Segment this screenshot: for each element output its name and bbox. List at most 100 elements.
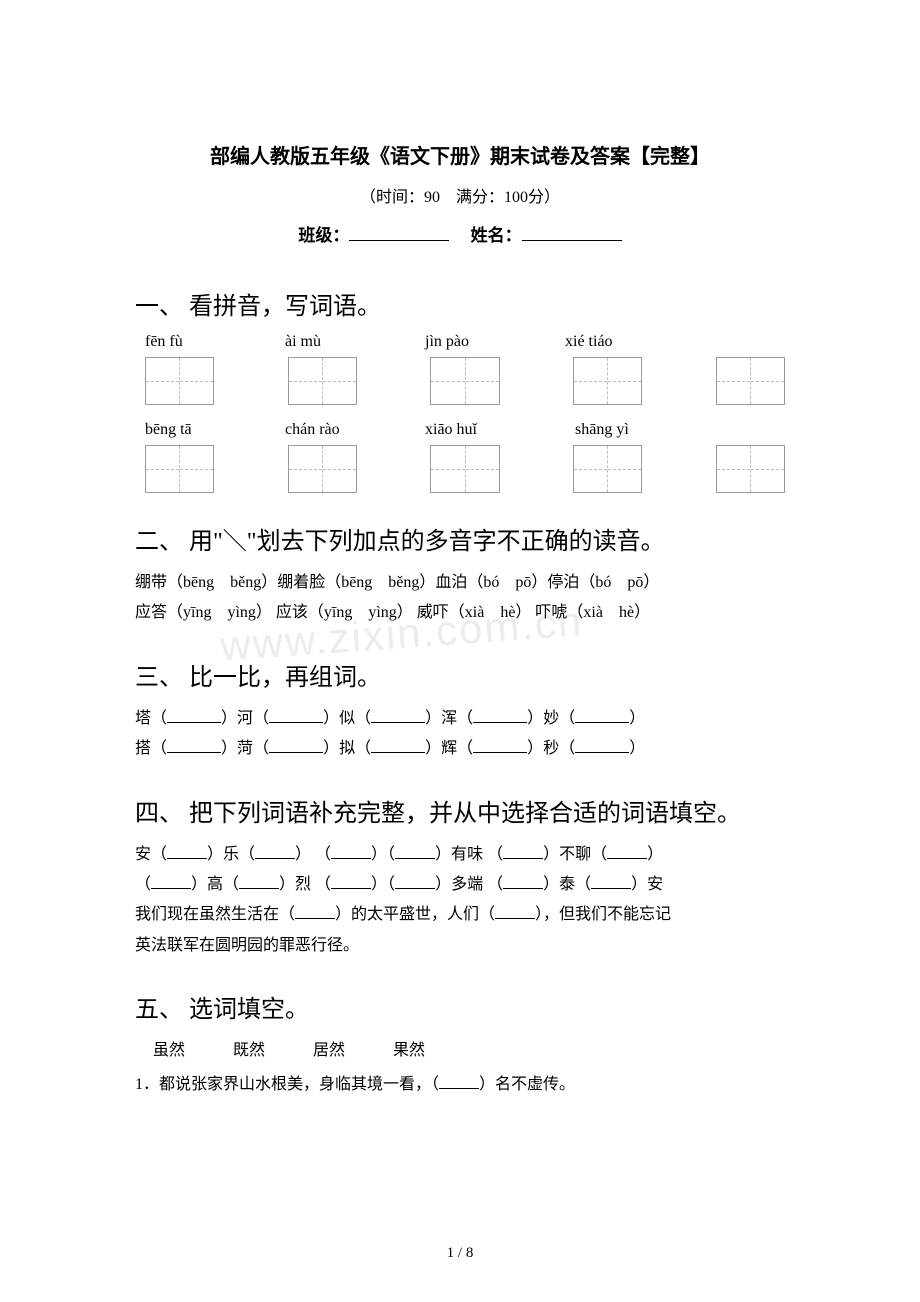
- pinyin: xié tiáo: [565, 333, 705, 351]
- page-content: 部编人教版五年级《语文下册》期末试卷及答案【完整】 （时间：90 满分：100分…: [135, 140, 785, 1101]
- blank: [151, 875, 191, 889]
- section-4-line-3: 我们现在虽然生活在（ ）的太平盛世，人们（ ），但我们不能忘记: [135, 900, 785, 930]
- pinyin-row-2: bēng tā chán rào xiāo huǐ shāng yì: [135, 421, 785, 439]
- char: 辉: [441, 740, 457, 757]
- class-blank: [349, 227, 449, 241]
- char: 菏: [237, 740, 253, 757]
- txt: ）名不虚传。: [479, 1076, 575, 1093]
- txt: ），但我们不能忘记: [535, 906, 671, 923]
- char: 似: [339, 710, 355, 727]
- blank: [503, 875, 543, 889]
- section-4-line-1: 安（）乐（） （）（）有味 （）不聊（）: [135, 840, 785, 870]
- student-info-line: 班级： 姓名：: [135, 221, 785, 246]
- blank: [473, 739, 527, 753]
- char: 浑: [441, 710, 457, 727]
- blank: [167, 739, 221, 753]
- exam-title: 部编人教版五年级《语文下册》期末试卷及答案【完整】: [135, 140, 785, 169]
- char-box: [716, 357, 785, 405]
- char: 拟: [339, 740, 355, 757]
- txt: ）乐（: [207, 846, 255, 863]
- pinyin-row-1: fēn fù ài mù jìn pào xié tiáo: [135, 333, 785, 351]
- blank: [167, 845, 207, 859]
- section-4-line-4: 英法联军在圆明园的罪恶行径。: [135, 931, 785, 961]
- txt: ）: [647, 846, 663, 863]
- char-box: [716, 445, 785, 493]
- blank: [575, 709, 629, 723]
- option: 果然: [393, 1042, 425, 1059]
- blank: [371, 709, 425, 723]
- section-4-heading: 四、 把下列词语补充完整，并从中选择合适的词语填空。: [135, 793, 785, 828]
- txt: 1．都说张家界山水根美，身临其境一看，（: [135, 1076, 439, 1093]
- char: 河: [237, 710, 253, 727]
- name-blank: [522, 227, 622, 241]
- blank: [331, 875, 371, 889]
- box-row-1: [135, 357, 785, 405]
- name-label: 姓名：: [471, 226, 522, 245]
- pinyin: fēn fù: [145, 333, 285, 351]
- option: 既然: [233, 1042, 265, 1059]
- char: 秒: [543, 740, 559, 757]
- char-box: [573, 445, 642, 493]
- pinyin: xiāo huǐ: [425, 421, 575, 439]
- char-box: [145, 445, 214, 493]
- blank: [255, 845, 295, 859]
- section-3-row-1: 塔（）河（）似（）浑（）妙（）: [135, 704, 785, 734]
- blank: [395, 875, 435, 889]
- char: 搭: [135, 740, 151, 757]
- char: 塔: [135, 710, 151, 727]
- txt: 我们现在虽然生活在（: [135, 906, 295, 923]
- option: 居然: [313, 1042, 345, 1059]
- txt: ）（: [371, 846, 395, 863]
- box-row-2: [135, 445, 785, 493]
- exam-subtitle: （时间：90 满分：100分）: [135, 183, 785, 207]
- section-3-heading: 三、 比一比，再组词。: [135, 657, 785, 692]
- section-5-q1: 1．都说张家界山水根美，身临其境一看，（ ）名不虚传。: [135, 1070, 785, 1100]
- blank: [269, 709, 323, 723]
- txt: ）（: [371, 876, 395, 893]
- blank: [239, 875, 279, 889]
- pinyin: ài mù: [285, 333, 425, 351]
- blank: [167, 709, 221, 723]
- blank: [331, 845, 371, 859]
- char-box: [573, 357, 642, 405]
- char-box: [288, 357, 357, 405]
- txt: ）的太平盛世，人们（: [335, 906, 495, 923]
- txt: ）高（: [191, 876, 239, 893]
- blank: [607, 845, 647, 859]
- section-2-line-2: 应答（yīng yìng） 应该（yīng yìng） 威吓（xià hè） 吓…: [135, 598, 785, 628]
- section-2-line-1: 绷带（bēng běng）绷着脸（bēng běng）血泊（bó pō）停泊（b…: [135, 568, 785, 598]
- txt: 安（: [135, 846, 167, 863]
- blank: [295, 905, 335, 919]
- section-1-heading: 一、 看拼音，写词语。: [135, 286, 785, 321]
- section-2-heading: 二、 用"＼"划去下列加点的多音字不正确的读音。: [135, 521, 785, 556]
- char-box: [430, 445, 499, 493]
- blank: [269, 739, 323, 753]
- section-3-row-2: 搭（）菏（）拟（）辉（）秒（）: [135, 734, 785, 764]
- txt: ）有味 （: [435, 846, 503, 863]
- txt: ）泰（: [543, 876, 591, 893]
- blank: [591, 875, 631, 889]
- blank: [395, 845, 435, 859]
- txt: ） （: [295, 846, 331, 863]
- section-5-heading: 五、 选词填空。: [135, 989, 785, 1024]
- section-5-options: 虽然 既然 居然 果然: [135, 1036, 785, 1060]
- char: 妙: [543, 710, 559, 727]
- option: 虽然: [153, 1042, 185, 1059]
- pinyin: jìn pào: [425, 333, 565, 351]
- txt: ）烈 （: [279, 876, 331, 893]
- blank: [503, 845, 543, 859]
- txt: ）多端 （: [435, 876, 503, 893]
- char-box: [145, 357, 214, 405]
- page-footer: 1 / 8: [0, 1245, 920, 1262]
- char-box: [288, 445, 357, 493]
- char-box: [430, 357, 499, 405]
- txt: （: [135, 876, 151, 893]
- blank: [439, 1075, 479, 1089]
- blank: [371, 739, 425, 753]
- blank: [473, 709, 527, 723]
- class-label: 班级：: [298, 226, 349, 245]
- blank: [495, 905, 535, 919]
- pinyin: chán rào: [285, 421, 425, 439]
- pinyin: bēng tā: [145, 421, 285, 439]
- section-4-line-2: （）高（）烈 （）（）多端 （）泰（）安: [135, 870, 785, 900]
